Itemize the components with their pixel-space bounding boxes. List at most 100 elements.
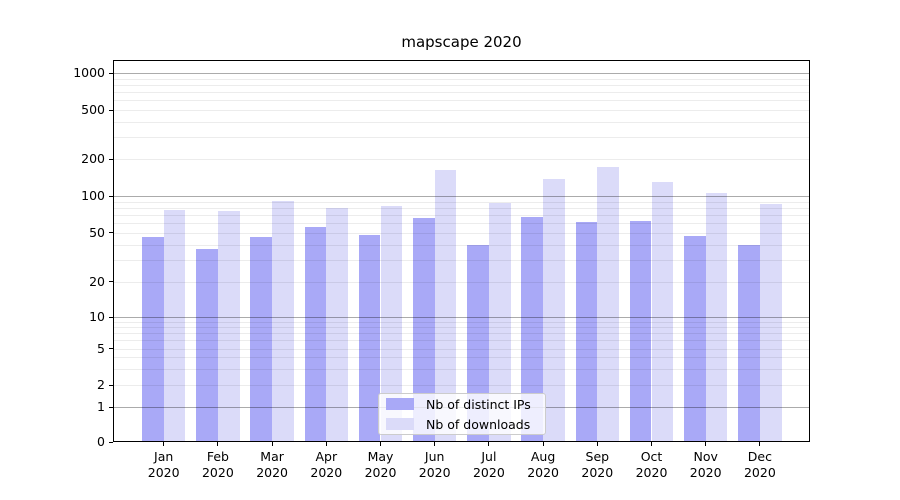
bar-downloads-mar xyxy=(272,201,294,441)
y-tick-mark xyxy=(109,316,113,318)
x-tick-label: Oct 2020 xyxy=(624,449,680,480)
x-tick-label-year: 2020 xyxy=(472,464,505,480)
x-tick-label-year: 2020 xyxy=(256,464,288,480)
x-tick-mark xyxy=(271,442,273,446)
x-tick-label-month: May xyxy=(367,449,394,464)
plot-area: Nb of distinct IPs Nb of downloads xyxy=(113,60,810,442)
x-tick-label: Sep 2020 xyxy=(569,449,625,480)
y-tick-label: 200 xyxy=(81,151,105,166)
x-tick-label-year: 2020 xyxy=(310,464,343,480)
x-tick-label-month: Aug xyxy=(530,449,556,464)
x-tick-label-month: Jan xyxy=(154,449,174,464)
legend-swatch-downloads-icon xyxy=(386,418,414,430)
legend-swatch-distinct-ips-icon xyxy=(386,398,414,410)
bar-distinct-ips-feb xyxy=(196,248,218,441)
bar-distinct-ips-jul xyxy=(467,244,489,441)
bar-distinct-ips-may xyxy=(358,234,381,441)
y-tick-mark xyxy=(109,384,113,386)
x-tick-mark xyxy=(217,442,219,446)
x-tick-label-month: Nov xyxy=(693,449,718,464)
y-tick-label: 100 xyxy=(81,188,105,203)
x-tick-label-year: 2020 xyxy=(364,464,397,480)
legend-label-downloads: Nb of downloads xyxy=(426,416,531,432)
x-tick-mark xyxy=(705,442,707,446)
legend: Nb of distinct IPs Nb of downloads xyxy=(378,393,546,435)
y-tick-mark xyxy=(109,441,113,443)
x-tick-label: Jan 2020 xyxy=(136,449,192,480)
y-tick-label: 50 xyxy=(89,224,105,240)
y-tick-mark xyxy=(109,348,113,349)
y-tick-label: 2 xyxy=(97,377,105,392)
y-tick-mark xyxy=(109,195,113,197)
y-tick-mark xyxy=(109,232,113,234)
x-tick-label: Mar 2020 xyxy=(244,449,300,480)
x-tick-label-year: 2020 xyxy=(147,464,180,480)
y-tick-label: 1 xyxy=(97,399,105,414)
x-tick-mark xyxy=(163,442,165,446)
x-tick-mark xyxy=(325,442,327,446)
bars-layer xyxy=(114,61,809,441)
x-tick-mark xyxy=(596,442,598,446)
bar-distinct-ips-aug xyxy=(521,217,544,441)
y-tick-label: 1000 xyxy=(73,65,105,81)
bar-distinct-ips-nov xyxy=(684,236,706,441)
x-tick-label-year: 2020 xyxy=(743,464,776,480)
x-tick-mark xyxy=(651,442,652,446)
x-tick-label-month: Apr xyxy=(315,449,338,464)
x-tick-label-month: Dec xyxy=(747,449,772,464)
x-tick-label-month: Feb xyxy=(206,449,229,464)
bar-downloads-jun xyxy=(434,169,457,441)
bar-downloads-feb xyxy=(217,210,240,441)
x-tick-label-year: 2020 xyxy=(689,464,722,480)
bar-distinct-ips-apr xyxy=(304,226,327,441)
x-tick-label: Jun 2020 xyxy=(407,449,463,480)
x-tick-label: Jul 2020 xyxy=(461,449,517,480)
bar-distinct-ips-jun xyxy=(413,218,435,441)
bar-downloads-jul xyxy=(488,202,511,441)
x-tick-label-year: 2020 xyxy=(418,464,451,480)
y-tick-mark xyxy=(109,109,113,111)
x-tick-label-year: 2020 xyxy=(527,464,559,480)
y-tick-mark xyxy=(109,72,113,74)
bar-distinct-ips-oct xyxy=(629,221,652,441)
bar-distinct-ips-jan xyxy=(142,237,164,441)
x-tick-mark xyxy=(488,442,490,446)
bar-distinct-ips-mar xyxy=(250,237,273,441)
x-tick-mark xyxy=(759,442,761,446)
x-tick-label-month: Mar xyxy=(260,449,284,464)
y-tick-label: 20 xyxy=(89,273,105,289)
y-tick-mark xyxy=(109,281,113,283)
bar-downloads-oct xyxy=(651,182,674,441)
x-tick-mark xyxy=(542,442,544,446)
x-tick-label: Feb 2020 xyxy=(190,449,246,480)
y-tick-label: 500 xyxy=(81,102,105,117)
x-tick-label-month: Jun xyxy=(424,449,445,464)
bar-downloads-apr xyxy=(326,207,348,441)
bar-downloads-dec xyxy=(759,204,782,441)
x-tick-label-month: Jul xyxy=(481,449,497,464)
legend-item-downloads: Nb of downloads xyxy=(386,417,537,432)
legend-label-distinct-ips: Nb of distinct IPs xyxy=(426,396,531,412)
bar-downloads-jan xyxy=(163,209,186,441)
x-tick-label-year: 2020 xyxy=(635,464,668,480)
bar-downloads-aug xyxy=(543,179,565,441)
x-tick-label: Dec 2020 xyxy=(732,449,788,480)
bar-downloads-nov xyxy=(705,193,728,441)
bar-downloads-sep xyxy=(597,166,619,441)
chart-title: mapscape 2020 xyxy=(401,33,522,51)
x-tick-label: May 2020 xyxy=(353,449,409,480)
x-tick-label: Nov 2020 xyxy=(678,449,734,480)
x-tick-label: Aug 2020 xyxy=(515,449,571,480)
bar-downloads-may xyxy=(380,205,403,441)
x-tick-label-month: Oct xyxy=(640,449,663,464)
y-tick-mark xyxy=(109,406,113,408)
bar-distinct-ips-dec xyxy=(738,244,760,441)
y-tick-label: 0 xyxy=(97,434,105,449)
bar-distinct-ips-sep xyxy=(575,222,598,441)
y-tick-mark xyxy=(109,158,113,160)
x-tick-mark xyxy=(380,442,381,446)
y-tick-label: 5 xyxy=(97,340,105,356)
legend-item-distinct-ips: Nb of distinct IPs xyxy=(386,397,537,412)
x-tick-label-month: Sep xyxy=(585,449,610,464)
